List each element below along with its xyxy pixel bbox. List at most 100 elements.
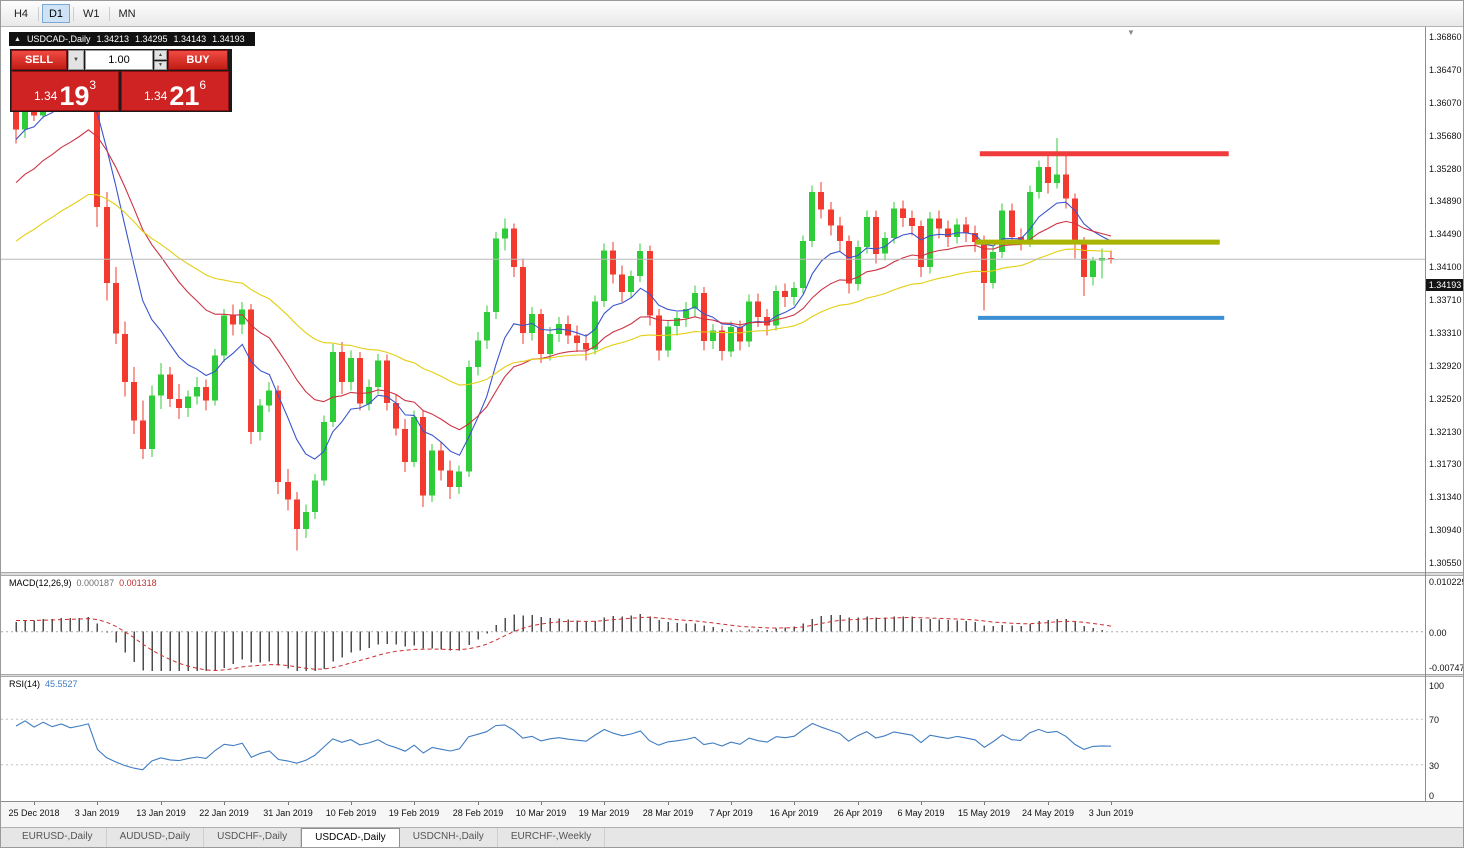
date-tick xyxy=(1111,802,1112,805)
date-label: 19 Mar 2019 xyxy=(578,808,630,818)
high-value: 1.34295 xyxy=(135,34,168,44)
price-tick-label: 1.30550 xyxy=(1429,558,1462,568)
date-tick xyxy=(794,802,795,805)
tab-usdcnh-daily[interactable]: USDCNH-,Daily xyxy=(400,828,498,847)
rsi-axis-70: 70 xyxy=(1429,715,1440,725)
macd-signal-line xyxy=(16,616,1112,672)
macd-axis-zero: 0.00 xyxy=(1429,628,1447,638)
date-label: 15 May 2019 xyxy=(957,808,1011,818)
macd-axis-max: 0.010229 xyxy=(1429,577,1464,587)
volume-increase-button[interactable]: ▲ xyxy=(154,50,167,60)
close-value: 1.34193 xyxy=(212,34,245,44)
price-tick-label: 1.36470 xyxy=(1429,65,1462,75)
volume-decrease-button[interactable]: ▼ xyxy=(154,60,167,70)
date-tick xyxy=(604,802,605,805)
rsi-panel: RSI(14) 45.5527 100 70 30 0 xyxy=(1,677,1464,801)
tab-usdcad-daily[interactable]: USDCAD-,Daily xyxy=(301,828,400,847)
price-tick-label: 1.34890 xyxy=(1429,196,1462,206)
date-label: 22 Jan 2019 xyxy=(199,808,249,818)
open-value: 1.34213 xyxy=(96,34,129,44)
macd-panel: MACD(12,26,9) 0.000187 0.001318 0.010229 0… xyxy=(1,576,1464,674)
tab-eurusd-daily[interactable]: EURUSD-,Daily xyxy=(9,828,107,847)
bid-price-superscript: 3 xyxy=(89,78,97,92)
rsi-line xyxy=(15,720,1112,771)
date-label: 16 Apr 2019 xyxy=(769,808,819,818)
price-axis[interactable]: 1.36860 1.36470 1.36070 1.35680 1.35280 1.348… xyxy=(1425,27,1463,572)
price-tick-label: 1.36070 xyxy=(1429,98,1462,108)
rsi-label-row: RSI(14) 45.5527 xyxy=(9,679,78,689)
date-label: 6 May 2019 xyxy=(897,808,945,818)
date-tick xyxy=(858,802,859,805)
panel-splitter[interactable] xyxy=(1,572,1463,576)
date-tick xyxy=(414,802,415,805)
tab-audusd-daily[interactable]: AUDUSD-,Daily xyxy=(107,828,205,847)
date-tick xyxy=(984,802,985,805)
ma-fast-blue xyxy=(15,89,1112,460)
ask-price-button[interactable]: 1.34 21 6 xyxy=(121,71,229,111)
axis-border xyxy=(1425,27,1426,801)
date-label: 24 May 2019 xyxy=(1021,808,1075,818)
toolbar-divider xyxy=(73,6,74,21)
chart-tab-bar: EURUSD-,Daily AUDUSD-,Daily USDCHF-,Dail… xyxy=(1,827,1463,847)
macd-histogram xyxy=(15,614,1112,671)
volume-dropdown-button[interactable]: ▼ xyxy=(68,50,84,70)
price-tick-label: 1.34100 xyxy=(1429,262,1462,272)
buy-button[interactable]: BUY xyxy=(168,50,228,70)
timeframe-mn-button[interactable]: MN xyxy=(113,4,142,23)
price-tick-label: 1.31730 xyxy=(1429,459,1462,469)
tab-eurchf-weekly[interactable]: EURCHF-,Weekly xyxy=(498,828,606,847)
date-label: 3 Jun 2019 xyxy=(1088,808,1134,818)
low-value: 1.34143 xyxy=(173,34,207,44)
bid-price-button[interactable]: 1.34 19 3 xyxy=(11,71,119,111)
date-axis[interactable]: 25 Dec 2018 3 Jan 2019 13 Jan 2019 22 Jan 2… xyxy=(1,801,1463,827)
date-label: 19 Feb 2019 xyxy=(388,808,440,818)
rsi-plot[interactable] xyxy=(1,677,1464,801)
tab-usdchf-daily[interactable]: USDCHF-,Daily xyxy=(204,828,302,847)
ask-price-big-digits: 21 xyxy=(169,81,200,111)
date-label: 31 Jan 2019 xyxy=(263,808,313,818)
timeframe-h4-button[interactable]: H4 xyxy=(7,4,35,23)
toolbar-divider xyxy=(108,6,110,21)
date-label: 26 Apr 2019 xyxy=(833,808,883,818)
date-tick xyxy=(34,802,35,805)
date-tick xyxy=(541,802,542,805)
date-label: 28 Feb 2019 xyxy=(452,808,504,818)
ask-price-prefix: 1.34 xyxy=(143,89,168,103)
timeframe-w1-button[interactable]: W1 xyxy=(77,4,106,23)
rsi-axis-100: 100 xyxy=(1429,681,1445,691)
date-tick xyxy=(224,802,225,805)
date-tick xyxy=(921,802,922,805)
timeframe-d1-button[interactable]: D1 xyxy=(42,4,70,23)
symbol-label: USDCAD-,Daily xyxy=(26,34,91,44)
price-tick-label: 1.32920 xyxy=(1429,361,1462,371)
price-chart-panel: ▼ ▲ USDCAD-,Daily 1.34213 1.34295 1.3414… xyxy=(1,27,1463,572)
date-tick xyxy=(351,802,352,805)
price-tick-label: 1.35680 xyxy=(1429,131,1462,141)
price-tick-label: 1.33310 xyxy=(1429,328,1462,338)
chart-shift-marker: ▼ xyxy=(1127,28,1135,37)
date-tick xyxy=(288,802,289,805)
macd-signal-value: 0.001318 xyxy=(119,578,157,588)
panel-splitter[interactable] xyxy=(1,674,1463,677)
macd-name-label: MACD(12,26,9) xyxy=(9,578,72,588)
macd-axis-min: -0.007477 xyxy=(1429,663,1463,673)
sell-button[interactable]: SELL xyxy=(11,50,67,70)
bid-price-prefix: 1.34 xyxy=(33,89,58,103)
date-tick xyxy=(478,802,479,805)
volume-input[interactable] xyxy=(85,50,153,70)
date-tick xyxy=(97,802,98,805)
ask-price-superscript: 6 xyxy=(199,78,207,92)
chart-ohlc-header: ▲ USDCAD-,Daily 1.34213 1.34295 1.34143 … xyxy=(9,32,255,46)
rsi-name-label: RSI(14) xyxy=(9,679,41,689)
ma-mid-red xyxy=(15,129,1112,431)
date-label: 25 Dec 2018 xyxy=(8,808,60,818)
macd-plot[interactable] xyxy=(1,576,1464,674)
price-tick-label: 1.36860 xyxy=(1429,32,1462,42)
collapse-icon[interactable]: ▲ xyxy=(14,35,21,43)
date-tick xyxy=(731,802,732,805)
date-tick xyxy=(161,802,162,805)
date-label: 28 Mar 2019 xyxy=(642,808,694,818)
rsi-axis-30: 30 xyxy=(1429,761,1440,771)
price-tick-label: 1.32130 xyxy=(1429,427,1462,437)
date-label: 3 Jan 2019 xyxy=(74,808,120,818)
